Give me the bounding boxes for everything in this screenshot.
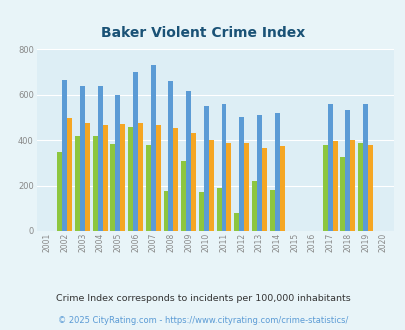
Bar (110, 144, 115, 231)
Bar (274, 114, 279, 231)
Text: © 2025 CityRating.com - https://www.cityrating.com/crime-statistics/: © 2025 CityRating.com - https://www.city… (58, 316, 347, 325)
Bar (243, 143, 249, 231)
Bar (163, 191, 168, 231)
Bar (362, 104, 367, 231)
Bar (80, 86, 85, 231)
Bar (102, 125, 107, 231)
Bar (322, 145, 327, 231)
Bar (156, 125, 160, 231)
Bar (198, 192, 203, 231)
Bar (120, 124, 125, 231)
Bar (226, 143, 231, 231)
Bar (62, 80, 67, 231)
Bar (181, 161, 186, 231)
Bar (332, 141, 337, 231)
Bar (173, 128, 178, 231)
Bar (221, 104, 226, 231)
Bar (279, 146, 284, 231)
Bar (269, 190, 274, 231)
Bar (98, 86, 102, 231)
Bar (216, 188, 221, 231)
Bar (150, 65, 156, 231)
Bar (357, 143, 362, 231)
Bar (133, 72, 138, 231)
Bar (208, 140, 213, 231)
Bar (138, 123, 143, 231)
Bar (327, 104, 332, 231)
Bar (128, 127, 133, 231)
Bar (261, 148, 266, 231)
Bar (256, 115, 261, 231)
Bar (239, 117, 243, 231)
Text: Baker Violent Crime Index: Baker Violent Crime Index (100, 26, 305, 40)
Bar (339, 157, 345, 231)
Bar (203, 106, 208, 231)
Bar (252, 181, 256, 231)
Bar (345, 110, 350, 231)
Bar (85, 123, 90, 231)
Bar (145, 145, 150, 231)
Bar (168, 81, 173, 231)
Bar (191, 133, 196, 231)
Bar (67, 118, 72, 231)
Bar (75, 136, 80, 231)
Bar (186, 91, 191, 231)
Bar (350, 141, 354, 231)
Bar (57, 152, 62, 231)
Text: Crime Index corresponds to incidents per 100,000 inhabitants: Crime Index corresponds to incidents per… (55, 294, 350, 303)
Bar (234, 213, 239, 231)
Bar (93, 136, 98, 231)
Bar (115, 95, 120, 231)
Bar (367, 145, 372, 231)
